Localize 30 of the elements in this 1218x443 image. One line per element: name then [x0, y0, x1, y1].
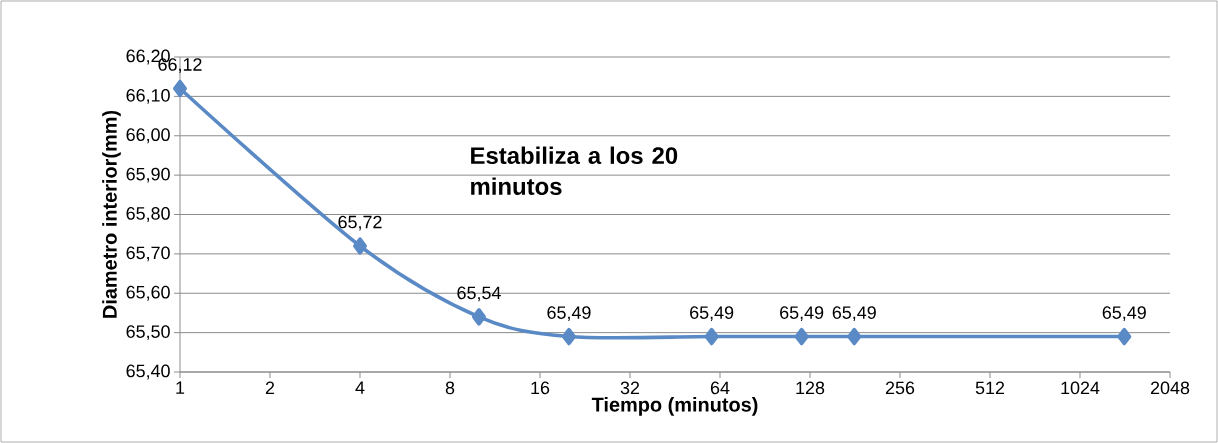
x-tick-label: 8: [445, 381, 455, 395]
x-tick-label: 2: [265, 381, 275, 395]
data-label: 65,54: [457, 286, 501, 302]
x-tick-label: 1024: [1061, 381, 1100, 395]
data-label: 65,49: [780, 306, 824, 322]
x-tick-label: 16: [531, 381, 550, 395]
x-axis-title: Tiempo (minutos): [591, 397, 758, 416]
y-tick-label: 66,10: [126, 88, 170, 104]
data-label: 65,49: [690, 306, 734, 322]
y-tick-label: 65,60: [126, 285, 170, 301]
y-tick-label: 65,80: [126, 207, 170, 222]
y-tick-label: 65,70: [126, 246, 170, 262]
y-axis-title: Diametro interior(mm): [102, 110, 121, 318]
data-label: 65,49: [1102, 306, 1146, 322]
annotation: Estabiliza a los 20 minutos: [471, 146, 678, 195]
data-label: 65,49: [832, 306, 876, 322]
y-tick-label: 65,90: [126, 167, 170, 183]
y-tick-label: 65,50: [126, 325, 170, 341]
data-label: 65,72: [338, 215, 382, 231]
x-tick-label: 128: [796, 381, 825, 395]
x-tick-label: 32: [620, 381, 640, 395]
x-tick-label: 256: [885, 381, 915, 395]
x-tick-label: 64: [710, 381, 730, 395]
y-tick-label: 66,00: [126, 128, 170, 144]
x-tick-label: 4: [355, 381, 365, 394]
x-tick-label: 1: [176, 381, 185, 394]
x-tick-label: 512: [975, 381, 1005, 395]
data-label: 65,49: [547, 306, 591, 322]
x-tick-label: 2048: [1150, 381, 1190, 395]
y-tick-label: 65,40: [126, 364, 170, 380]
